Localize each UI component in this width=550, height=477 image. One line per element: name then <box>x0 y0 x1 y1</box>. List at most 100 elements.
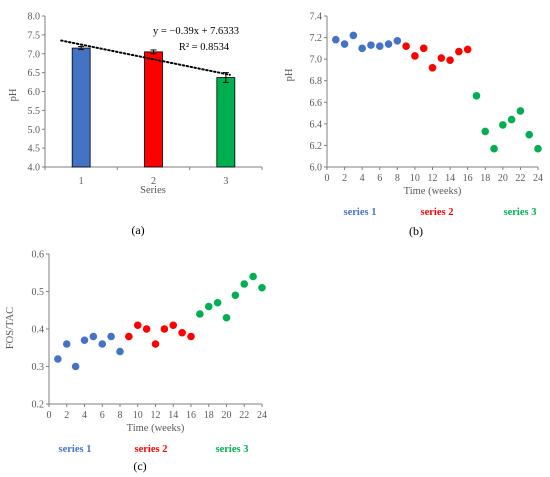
x-tick-label: 18 <box>204 410 214 421</box>
y-tick-label: 7.2 <box>310 33 323 44</box>
x-tick-label: 18 <box>480 173 490 184</box>
x-tick-label: 0 <box>325 173 330 184</box>
x-tick-label: 1 <box>79 176 84 187</box>
y-axis-title: FOS/TAC <box>5 307 16 349</box>
y-tick-label: 6.2 <box>310 141 323 152</box>
data-point-series-2 <box>178 328 186 337</box>
x-tick-label: 12 <box>151 410 161 421</box>
legend-series-2: series 2 <box>135 444 168 455</box>
y-axis-title: pH <box>284 68 295 81</box>
data-point-series-3 <box>507 115 516 124</box>
x-tick-label: 24 <box>533 173 543 184</box>
x-tick-label: 24 <box>257 410 267 421</box>
data-point-series-2 <box>411 52 419 60</box>
x-tick-label: 16 <box>463 173 473 184</box>
legend-series-1: series 1 <box>344 207 377 218</box>
legend-series-3: series 3 <box>504 207 537 218</box>
data-point-series-1 <box>89 332 98 341</box>
x-tick-label: 2 <box>151 176 156 187</box>
data-point-series-2 <box>160 325 169 333</box>
y-tick-label: 0.4 <box>32 325 45 336</box>
data-point-series-1 <box>71 362 80 371</box>
bar-chart-ph-by-series: 4.0 4.5 5.0 5.5 6.0 6.5 7.0 7.5 8.0 1 2 3 y = −0.39x… <box>8 12 263 237</box>
data-point-series-2 <box>151 340 160 348</box>
x-tick-label: 8 <box>118 410 123 421</box>
bar-series-2 <box>144 51 163 168</box>
data-point-series-3 <box>516 107 525 115</box>
x-tick-label: 14 <box>445 173 455 184</box>
data-point-series-1 <box>107 332 115 341</box>
data-point-series-3 <box>534 144 542 153</box>
y-tick-label: 6.0 <box>28 87 41 98</box>
data-point-series-2 <box>169 321 178 330</box>
y-tick-label: 7.4 <box>310 12 323 23</box>
x-tick-label: 20 <box>222 410 232 421</box>
data-point-series-2 <box>125 332 133 341</box>
data-point-series-3 <box>231 291 240 300</box>
y-tick-label: 7.0 <box>28 49 41 60</box>
x-tick-label: 12 <box>428 173 438 184</box>
x-tick-label: 14 <box>168 410 178 421</box>
x-tick-label: 2 <box>342 173 347 184</box>
y-axis-title: pH <box>8 88 19 101</box>
y-tick-label: 6.4 <box>310 119 323 130</box>
data-point-series-1 <box>358 44 366 53</box>
y-tick-label: 0.2 <box>32 400 45 411</box>
data-point-series-2 <box>419 44 428 53</box>
y-tick-label: 5.0 <box>28 125 41 136</box>
x-tick-label: 3 <box>223 176 228 187</box>
x-tick-label: 2 <box>64 410 69 421</box>
y-tick-label: 0.5 <box>32 287 45 298</box>
x-tick-label: 22 <box>515 173 525 184</box>
y-tick-label: 4.5 <box>28 144 41 155</box>
data-point-series-1 <box>116 347 124 356</box>
data-point-series-2 <box>463 45 472 54</box>
chart-panel-c: 0.2 0.3 0.4 0.5 0.6 0 2 4 6 8 10 12 14 16 18 20 22 24 seri… <box>0 240 275 477</box>
x-axis-title: Time (weeks) <box>404 186 462 197</box>
x-tick-label: 0 <box>47 410 52 421</box>
y-tick-label: 6.8 <box>310 76 323 87</box>
data-point-series-1 <box>393 37 402 45</box>
data-point-series-2 <box>437 54 446 62</box>
data-point-series-2 <box>402 42 410 50</box>
x-tick-label: 4 <box>360 173 365 184</box>
data-point-series-1 <box>384 40 393 48</box>
x-axis-title: Series <box>140 185 166 196</box>
x-tick-label: 16 <box>186 410 196 421</box>
data-point-series-1 <box>375 42 384 50</box>
data-point-series-1 <box>340 40 349 48</box>
data-point-series-1 <box>80 336 89 345</box>
data-point-series-2 <box>446 56 454 65</box>
data-point-series-3 <box>196 310 204 318</box>
data-point-series-1 <box>62 340 71 348</box>
data-point-series-2 <box>187 332 195 341</box>
y-tick-label: 6.0 <box>310 163 323 174</box>
y-tick-label: 5.5 <box>28 106 41 117</box>
data-point-series-3 <box>490 144 498 153</box>
x-tick-label: 22 <box>239 410 249 421</box>
y-tick-label: 6.6 <box>310 98 323 109</box>
trendline-r-squared: R² = 0.8534 <box>179 42 230 53</box>
scatter-chart-ph-over-time: 6.06.26.46.66.87.07.27.40 2 4 6 8 10 12 14 16 18 2… <box>284 12 543 239</box>
data-point-series-1 <box>331 35 340 44</box>
data-point-series-1 <box>367 41 375 49</box>
panel-label-c: (c) <box>133 459 146 473</box>
y-tick-label: 6.5 <box>28 68 41 79</box>
x-tick-label: 6 <box>377 173 382 184</box>
x-axis-title: Time (weeks) <box>127 423 185 434</box>
y-tick-label: 0.3 <box>32 362 45 373</box>
bar-series-1 <box>71 47 91 168</box>
data-point-series-2 <box>133 321 142 330</box>
data-point-series-3 <box>472 92 481 100</box>
panel-label-b: (b) <box>409 224 423 238</box>
trendline-equation: y = −0.39x + 7.6333 <box>153 26 239 37</box>
legend-series-3: series 3 <box>216 444 249 455</box>
scatter-chart-fos-tac-over-time: 0.20.30.40.50.60 2 4 6 8 10 12 14 16 18 20 22 24seri… <box>5 250 267 474</box>
data-point-series-3 <box>525 130 534 139</box>
y-tick-label: 7.5 <box>28 30 41 41</box>
chart-panel-b: 6.0 6.2 6.4 6.6 6.8 7.0 7.2 7.4 0 2 4 6 8 10 12 14 16 18 2… <box>275 0 550 250</box>
x-tick-label: 6 <box>100 410 105 421</box>
trendline <box>60 39 231 76</box>
data-point-series-2 <box>142 325 151 333</box>
data-point-series-3 <box>249 272 257 281</box>
